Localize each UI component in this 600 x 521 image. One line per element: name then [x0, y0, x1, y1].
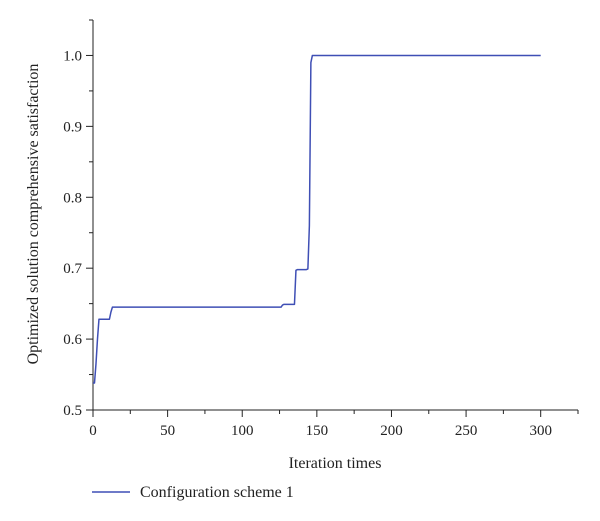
x-tick-label: 100	[231, 423, 254, 439]
legend: Configuration scheme 1	[92, 484, 294, 501]
y-tick-label: 1.0	[63, 48, 82, 64]
x-tick-label: 0	[89, 423, 97, 439]
y-tick-label: 0.7	[63, 261, 82, 277]
x-axis-title: Iteration times	[289, 455, 382, 472]
x-tick-label: 50	[160, 423, 175, 439]
legend-label: Configuration scheme 1	[140, 484, 294, 501]
y-tick-label: 0.8	[63, 190, 82, 206]
x-tick-label: 300	[529, 423, 552, 439]
x-tick-label: 200	[380, 423, 403, 439]
x-tick-label: 250	[455, 423, 478, 439]
y-tick-label: 0.9	[63, 119, 82, 135]
y-axis-title: Optimized solution comprehensive satisfa…	[25, 64, 42, 365]
series-line	[93, 54, 541, 384]
x-tick-label: 150	[306, 423, 329, 439]
y-tick-label: 0.6	[63, 332, 82, 348]
y-tick-label: 0.5	[63, 403, 82, 419]
